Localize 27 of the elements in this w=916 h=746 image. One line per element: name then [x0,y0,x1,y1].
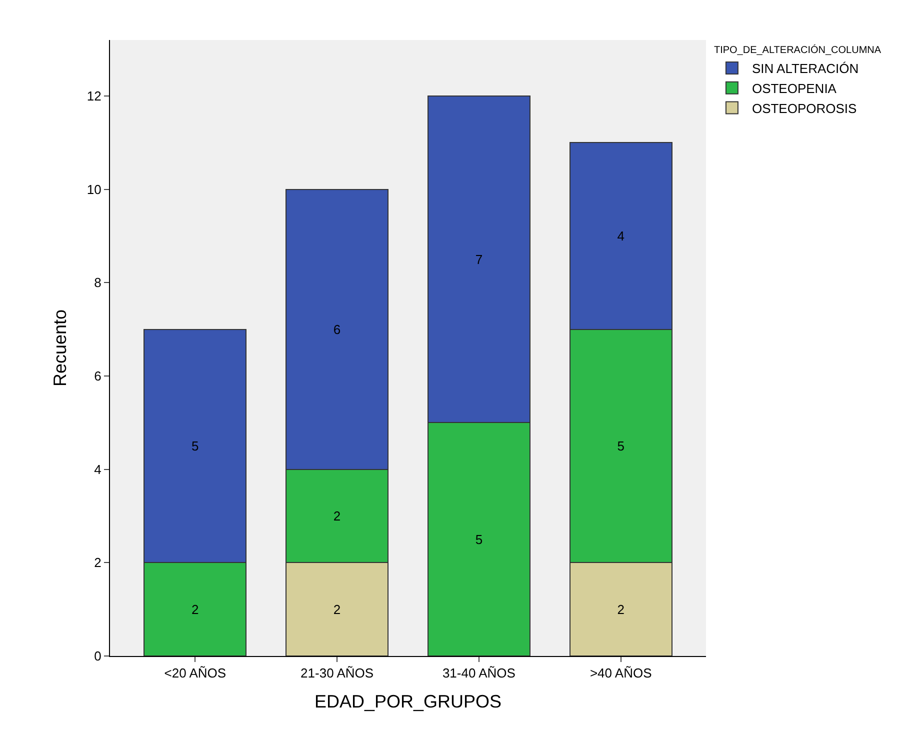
x-tick-label: 31-40 AÑOS [442,666,516,681]
data-label: 5 [617,438,624,454]
x-tick-label: 21-30 AÑOS [300,666,374,681]
x-tick-label: <20 AÑOS [164,666,226,681]
data-label: 2 [333,602,341,617]
y-tick-label: 4 [94,462,102,477]
x-axis-title: EDAD_POR_GRUPOS [314,692,502,712]
y-tick-label: 6 [94,368,102,384]
data-label: 5 [192,438,199,454]
data-label: 7 [475,252,483,267]
data-label: 4 [617,228,624,244]
data-label: 2 [617,602,624,617]
legend-label: OSTEOPENIA [752,80,837,96]
legend-label: OSTEOPOROSIS [752,100,858,116]
data-label: 2 [333,508,341,524]
x-tick-label: >40 AÑOS [590,666,652,681]
y-tick-label: 0 [94,648,102,664]
data-label: 6 [333,322,341,337]
legend-title: TIPO_DE_ALTERACIÓN_COLUMNA [714,44,882,56]
y-axis-title: Recuento [50,309,70,387]
y-tick-label: 8 [94,275,102,290]
y-tick-label: 12 [86,88,102,104]
legend-label: SIN ALTERACIÓN [752,61,859,76]
data-label: 5 [475,532,483,547]
y-tick-label: 2 [94,555,102,570]
data-label: 2 [192,602,199,617]
y-tick-label: 10 [86,182,102,197]
